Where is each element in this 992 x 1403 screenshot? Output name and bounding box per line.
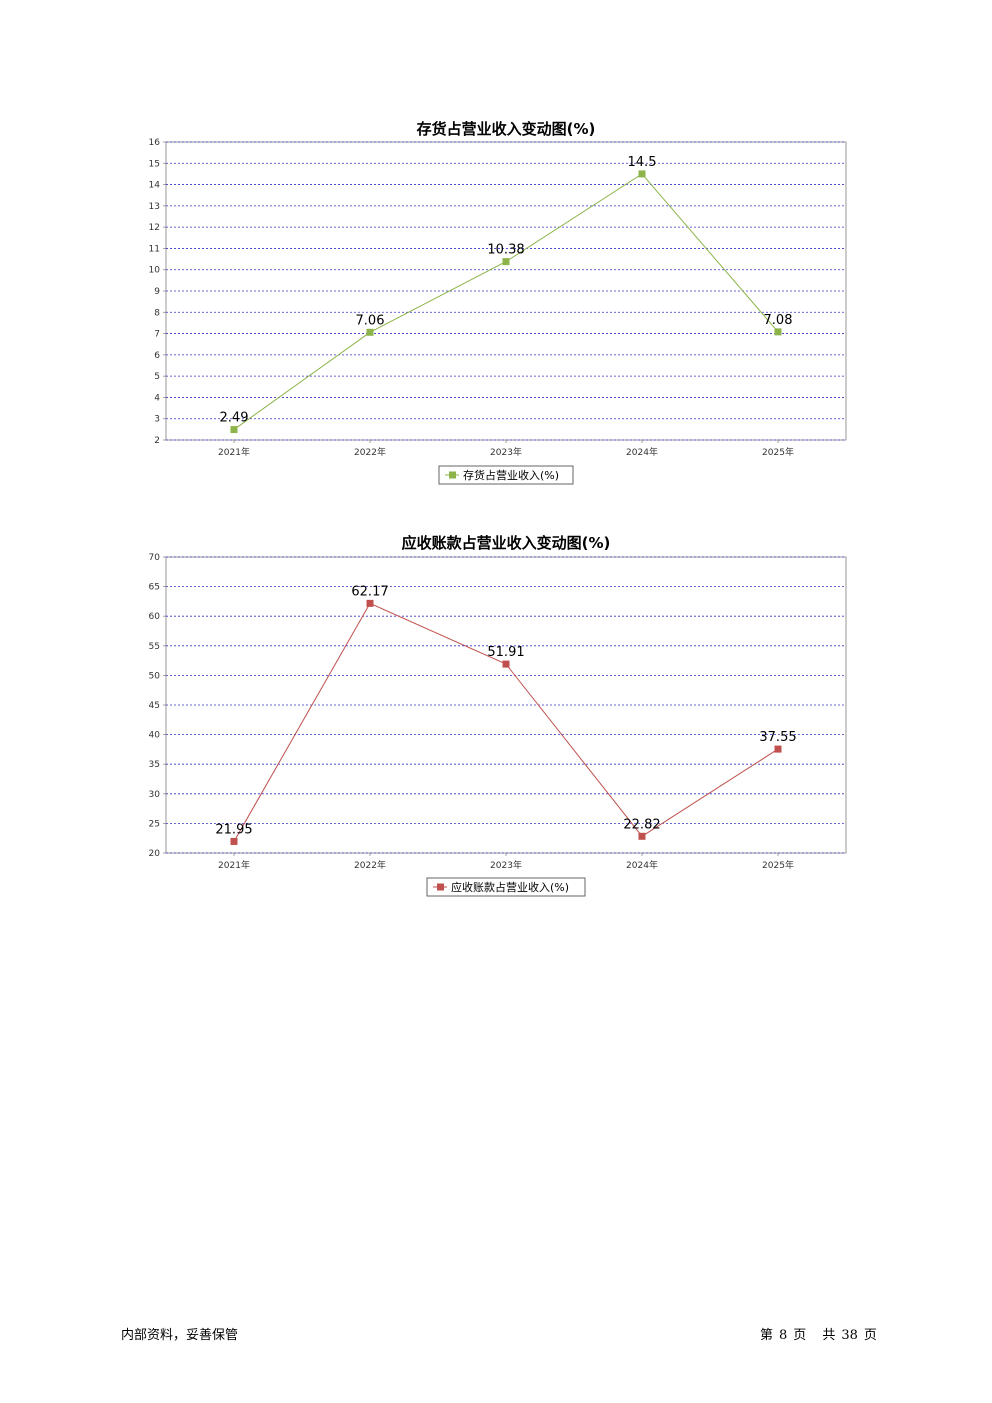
data-label: 2.49: [220, 411, 249, 426]
y-tick-label: 2: [154, 436, 160, 446]
total-pages: 38: [841, 1328, 858, 1343]
data-label: 10.38: [487, 243, 524, 258]
data-label: 21.95: [215, 822, 252, 837]
x-tick-label: 2021年: [218, 446, 250, 458]
x-tick-label: 2022年: [354, 859, 386, 871]
inventory-ratio-chart: 存货占营业收入变动图(%) 2 3 4 5 6 7 8 9 10 11 12 13 14 15 16 2021年…: [0, 112, 992, 492]
total-prefix: 共: [822, 1328, 836, 1343]
data-label: 7.06: [356, 313, 385, 328]
y-tick-label: 9: [154, 287, 160, 297]
data-point: [502, 660, 510, 668]
x-tick-label: 2024年: [626, 446, 658, 458]
page-suffix: 页: [793, 1328, 807, 1343]
chart-title: 应收账款占营业收入变动图(%): [402, 534, 611, 552]
data-point: [638, 170, 646, 178]
receivables-ratio-chart: 应收账款占营业收入变动图(%) 20 25 30 35 40 45 50 55 60 65 70 202…: [0, 526, 992, 902]
data-point: [638, 832, 646, 840]
y-tick-label: 70: [149, 553, 161, 563]
y-tick-label: 15: [149, 159, 160, 169]
footer-page-info: 第 8 页共 38 页: [760, 1324, 883, 1343]
y-tick-label: 12: [149, 223, 160, 233]
data-point: [230, 837, 238, 845]
footer-confidential-note: 内部资料，妥善保管: [121, 1328, 239, 1343]
y-tick-label: 40: [149, 731, 161, 741]
y-tick-label: 5: [154, 372, 160, 382]
x-tick-label: 2021年: [218, 859, 250, 871]
data-label: 37.55: [759, 730, 796, 745]
y-tick-label: 3: [154, 415, 160, 425]
x-tick-label: 2025年: [762, 446, 794, 458]
y-tick-label: 16: [149, 138, 161, 148]
y-tick-label: 55: [149, 642, 160, 652]
y-tick-label: 7: [154, 330, 160, 340]
page-prefix: 第: [760, 1328, 774, 1343]
receivables-ratio-chart-svg: 应收账款占营业收入变动图(%) 20 25 30 35 40 45 50 55 60 65 70 202…: [149, 534, 847, 897]
x-tick-label: 2023年: [490, 446, 522, 458]
data-label: 7.08: [764, 313, 793, 328]
y-tick-label: 4: [154, 393, 160, 403]
y-tick-label: 8: [154, 308, 160, 318]
legend-box: [438, 465, 574, 485]
y-tick-label: 13: [149, 202, 160, 212]
x-tick-label: 2023年: [490, 859, 522, 871]
legend-label: 存货占营业收入(%): [463, 468, 559, 482]
data-point: [774, 745, 782, 753]
y-tick-label: 35: [149, 760, 160, 770]
x-tick-label: 2024年: [626, 859, 658, 871]
y-tick-label: 60: [149, 612, 161, 622]
data-point: [502, 258, 510, 266]
data-point: [366, 328, 374, 336]
y-tick-label: 45: [149, 701, 160, 711]
y-tick-label: 14: [149, 181, 161, 191]
y-tick-label: 30: [149, 790, 161, 800]
data-point: [774, 328, 782, 336]
data-label: 62.17: [351, 584, 388, 599]
y-tick-label: 50: [149, 671, 161, 681]
page-number: 8: [779, 1328, 788, 1343]
y-tick-label: 6: [154, 351, 160, 361]
data-point: [230, 426, 238, 434]
data-label: 22.82: [623, 817, 660, 832]
inventory-ratio-chart-svg: 存货占营业收入变动图(%) 2 3 4 5 6 7 8 9 10 11 12 13 14 15 16 2021年…: [149, 120, 847, 485]
y-tick-label: 25: [149, 819, 160, 829]
data-point: [366, 599, 374, 607]
legend-box: [426, 877, 586, 897]
chart-title: 存货占营业收入变动图(%): [417, 120, 596, 138]
total-suffix: 页: [863, 1328, 877, 1343]
y-tick-label: 65: [149, 583, 160, 593]
legend-swatch: [449, 471, 456, 479]
legend-label: 应收账款占营业收入(%): [451, 880, 569, 894]
x-tick-label: 2022年: [354, 446, 386, 458]
legend-swatch: [437, 883, 444, 891]
y-tick-label: 11: [149, 244, 160, 254]
x-tick-label: 2025年: [762, 859, 794, 871]
y-tick-label: 10: [149, 266, 161, 276]
data-label: 51.91: [487, 645, 524, 660]
data-label: 14.5: [628, 155, 657, 170]
y-tick-label: 20: [149, 849, 161, 859]
